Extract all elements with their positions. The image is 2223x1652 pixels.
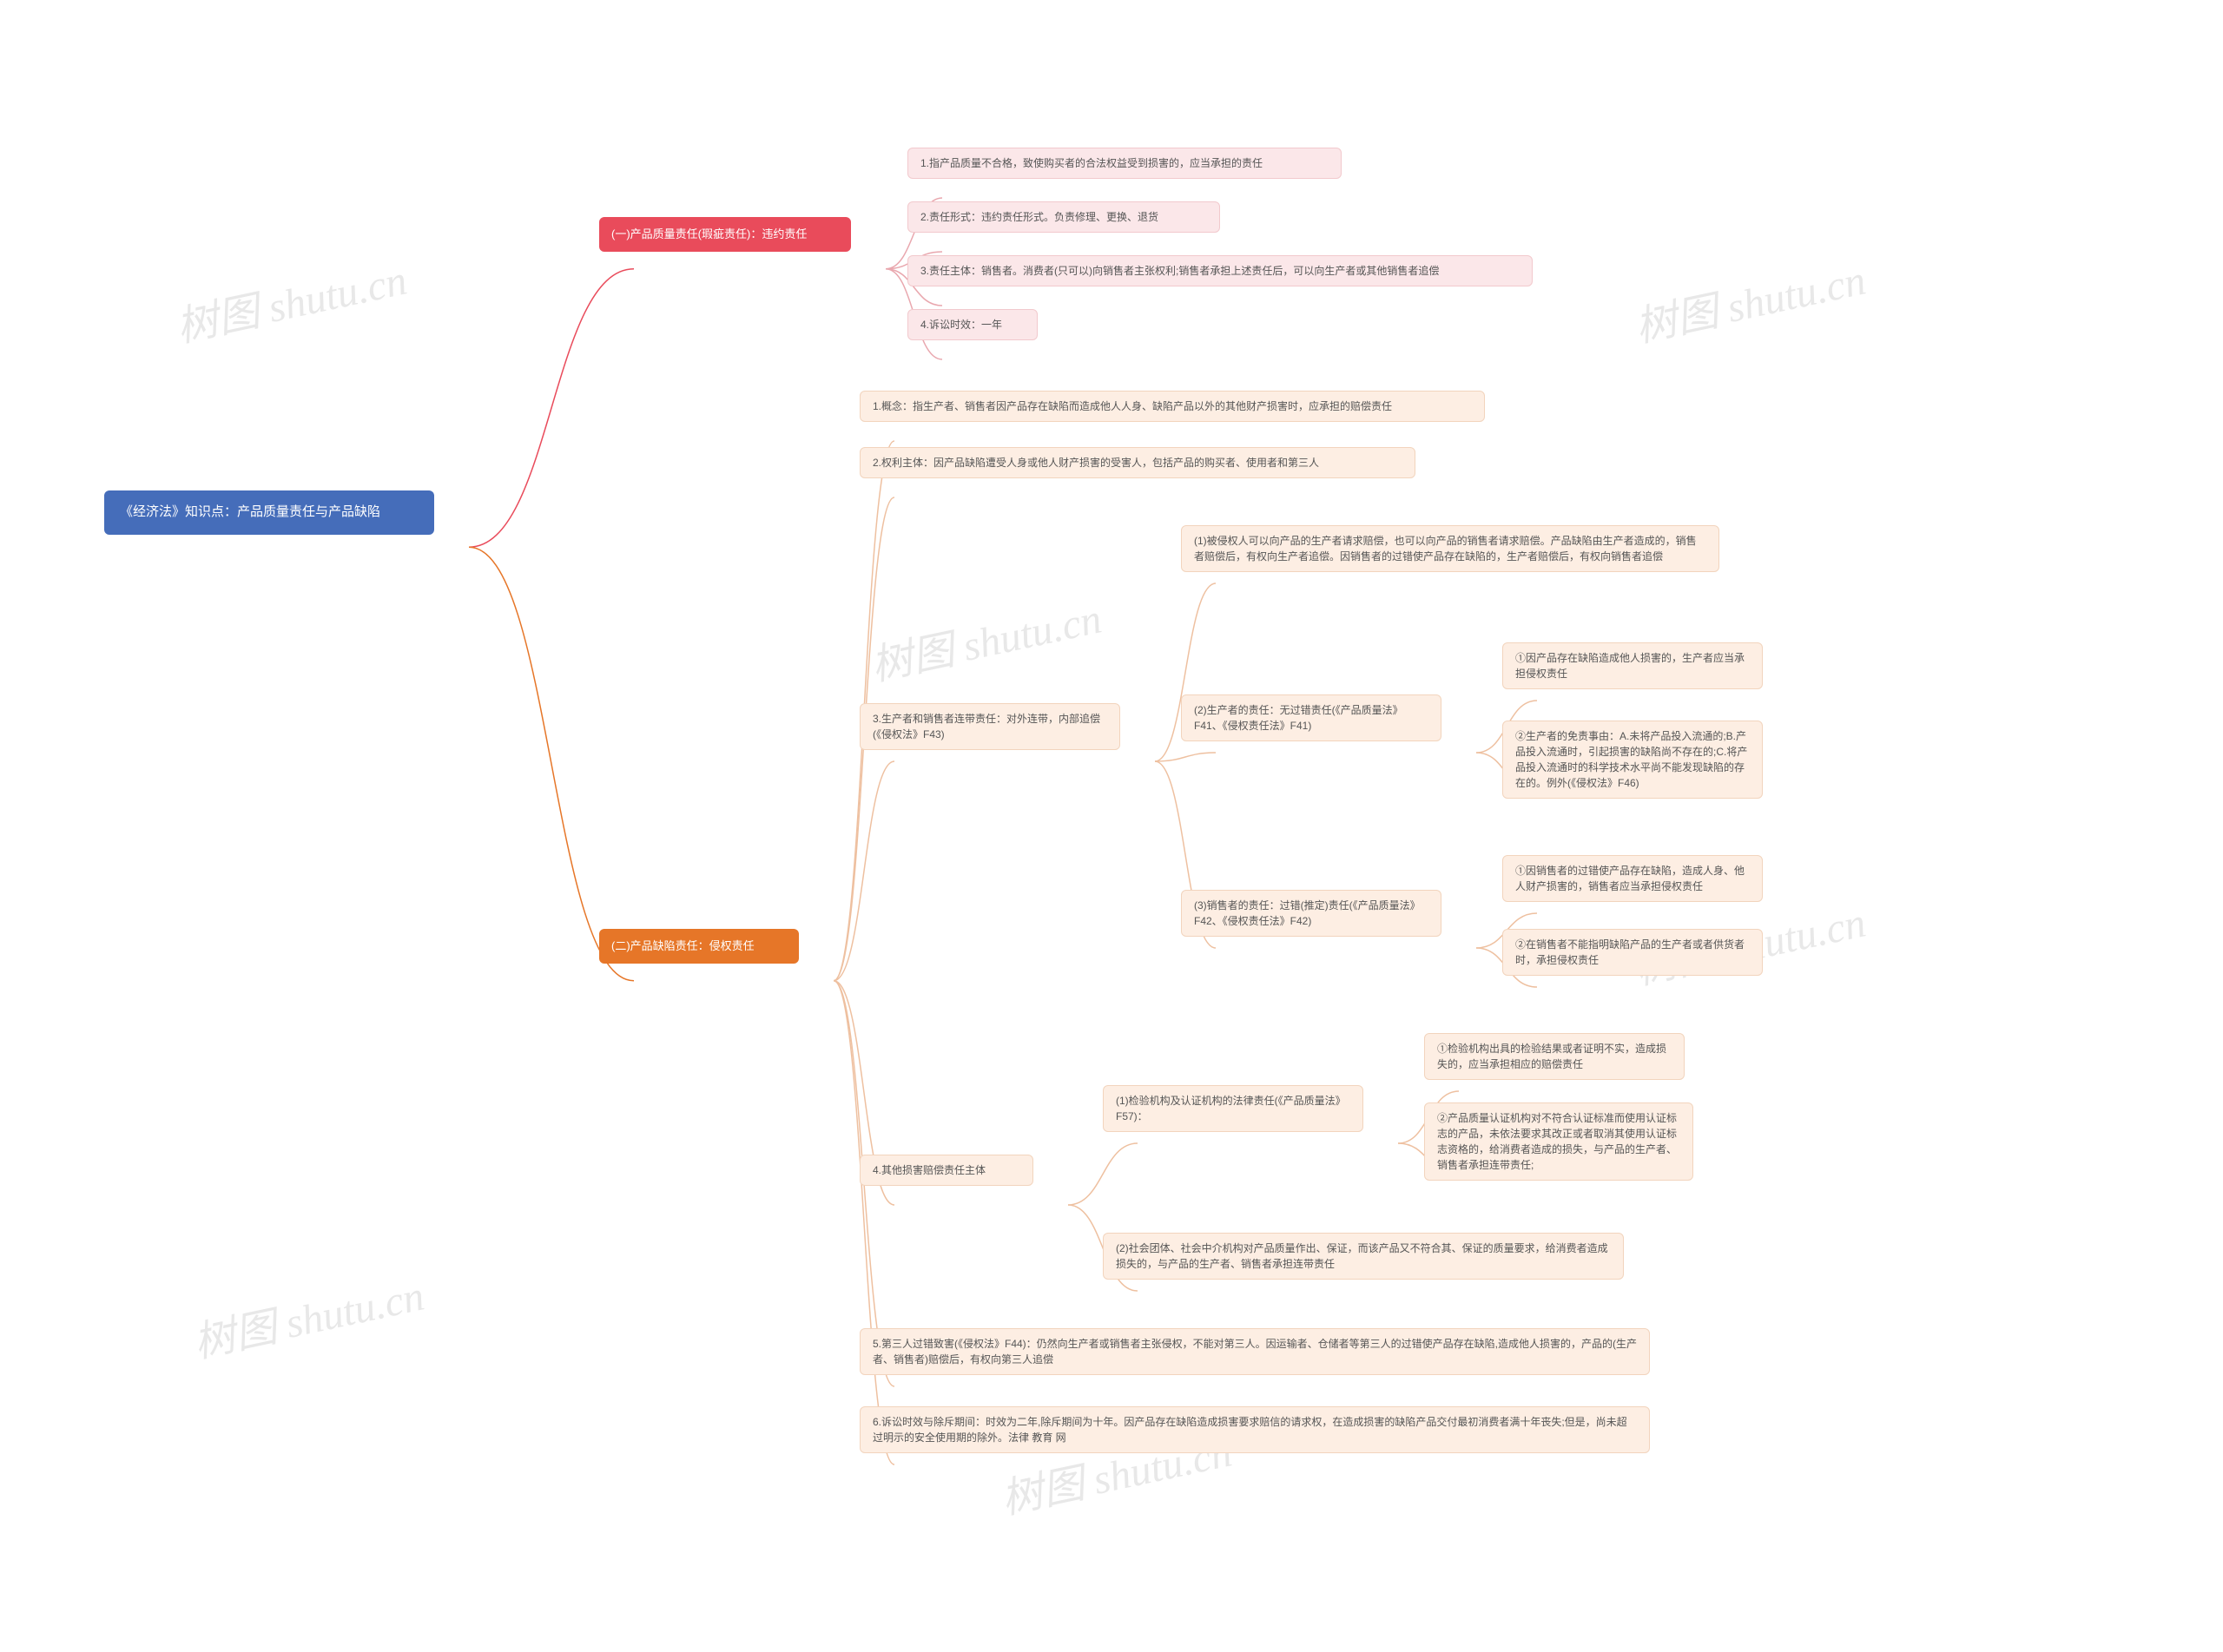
watermark: 树图 shutu.cn — [1629, 246, 1870, 353]
leaf-b-d2-1: ②在销售者不能指明缺陷产品的生产者或者供货者时，承担侵权责任 — [1502, 929, 1763, 976]
leaf-b-d2-0: ①因销售者的过错使产品存在缺陷，造成人身、他人财产损害的，销售者应当承担侵权责任 — [1502, 855, 1763, 902]
leaf-a-4: 4.诉讼时效：一年 — [907, 309, 1038, 340]
leaf-b-d0-4: 5.第三人过错致害(《侵权法》F44)：仍然向生产者或销售者主张侵权，不能对第三… — [860, 1328, 1650, 1375]
leaf-b-d2-0: ①因产品存在缺陷造成他人损害的，生产者应当承担侵权责任 — [1502, 642, 1763, 689]
leaf-b-d1-1: (2)社会团体、社会中介机构对产品质量作出、保证，而该产品又不符合其、保证的质量… — [1103, 1233, 1624, 1280]
leaf-b-d1-0: (1)检验机构及认证机构的法律责任(《产品质量法》F57)： — [1103, 1085, 1363, 1132]
leaf-b-d1-1: (2)生产者的责任：无过错责任(《产品质量法》F41、《侵权责任法》F41) — [1181, 694, 1441, 741]
leaf-b-d2-1: ②产品质量认证机构对不符合认证标准而使用认证标志的产品，未依法要求其改正或者取消… — [1424, 1102, 1693, 1181]
leaf-b-d0-0: 1.概念：指生产者、销售者因产品存在缺陷而造成他人人身、缺陷产品以外的其他财产损… — [860, 391, 1485, 422]
leaf-b-d2-1: ②生产者的免责事由：A.未将产品投入流通的;B.产品投入流通时，引起损害的缺陷尚… — [1502, 721, 1763, 799]
leaf-b-d0-3: 4.其他损害赔偿责任主体 — [860, 1155, 1033, 1186]
watermark: 树图 shutu.cn — [865, 584, 1106, 692]
leaf-b-d0-5: 6.诉讼时效与除斥期间：时效为二年,除斥期间为十年。因产品存在缺陷造成损害要求赔… — [860, 1406, 1650, 1453]
leaf-b-d1-0: (1)被侵权人可以向产品的生产者请求赔偿，也可以向产品的销售者请求赔偿。产品缺陷… — [1181, 525, 1719, 572]
leaf-a-3: 3.责任主体：销售者。消费者(只可以)向销售者主张权利;销售者承担上述责任后，可… — [907, 255, 1533, 286]
leaf-a-2: 2.责任形式：违约责任形式。负责修理、更换、退货 — [907, 201, 1220, 233]
leaf-b-d0-1: 2.权利主体：因产品缺陷遭受人身或他人财产损害的受害人，包括产品的购买者、使用者… — [860, 447, 1415, 478]
root-node: 《经济法》知识点：产品质量责任与产品缺陷 — [104, 490, 434, 535]
branch-b: (二)产品缺陷责任：侵权责任 — [599, 929, 799, 964]
leaf-a-1: 1.指产品质量不合格，致使购买者的合法权益受到损害的，应当承担的责任 — [907, 148, 1342, 179]
watermark: 树图 shutu.cn — [188, 1261, 429, 1369]
branch-a: (一)产品质量责任(瑕疵责任)：违约责任 — [599, 217, 851, 252]
leaf-b-d1-2: (3)销售者的责任：过错(推定)责任(《产品质量法》F42、《侵权责任法》F42… — [1181, 890, 1441, 937]
leaf-b-d2-0: ①检验机构出具的检验结果或者证明不实，造成损失的，应当承担相应的赔偿责任 — [1424, 1033, 1685, 1080]
watermark: 树图 shutu.cn — [170, 246, 412, 353]
leaf-b-d0-2: 3.生产者和销售者连带责任：对外连带，内部追偿(《侵权法》F43) — [860, 703, 1120, 750]
